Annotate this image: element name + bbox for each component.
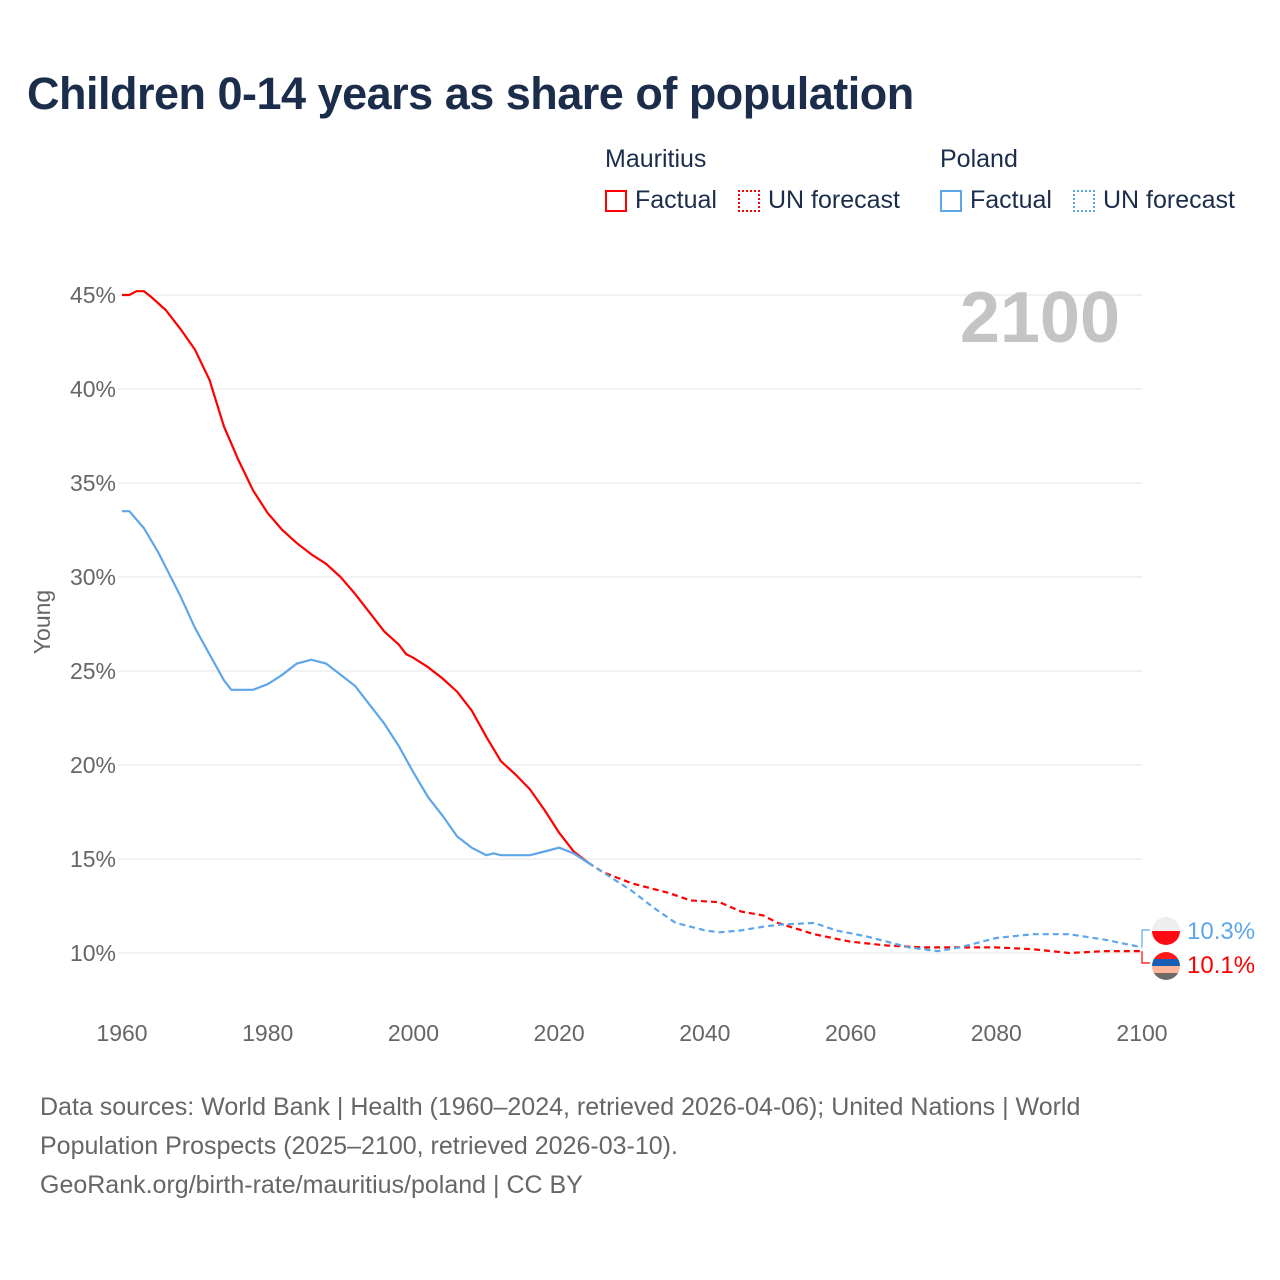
mauritius-forecast-line <box>587 861 1142 955</box>
legend-label: UN forecast <box>768 186 900 214</box>
y-tick-label: 45% <box>70 282 116 308</box>
y-tick-label: 40% <box>70 376 116 402</box>
flag-stripe <box>1152 917 1180 931</box>
flag-stripe <box>1152 931 1180 945</box>
y-tick-label: 30% <box>70 564 116 590</box>
x-tick-label: 1960 <box>96 1020 147 1046</box>
flag-stripe <box>1152 973 1180 980</box>
y-axis-label: Young <box>29 590 55 654</box>
x-tick-label: 2060 <box>825 1020 876 1046</box>
mauritius-factual-line <box>122 290 589 864</box>
x-tick-label: 2020 <box>534 1020 585 1046</box>
legend-group-mauritius: Mauritius <box>605 145 707 173</box>
source-text: Data sources: World Bank | Health (1960–… <box>40 1093 1081 1160</box>
poland-end-value: 10.3% <box>1187 918 1255 945</box>
poland-forecast-line <box>587 861 1143 953</box>
legend-label: UN forecast <box>1103 186 1235 214</box>
y-tick-label: 20% <box>70 752 116 778</box>
year-watermark: 2100 <box>960 278 1120 358</box>
flag-stripe <box>1152 959 1180 966</box>
flag-stripe <box>1152 952 1180 959</box>
legend-swatch <box>1073 189 1095 212</box>
x-tick-label: 2040 <box>679 1020 730 1046</box>
legend-swatch <box>940 189 962 212</box>
legend-poland-factual[interactable]: Factual <box>940 186 1052 215</box>
poland-factual-line <box>122 510 589 864</box>
legend-label: Factual <box>635 186 717 214</box>
y-tick-label: 10% <box>70 940 116 966</box>
x-tick-label: 1980 <box>242 1020 293 1046</box>
legend-label: Factual <box>970 186 1052 214</box>
mauritius-flag-icon <box>1152 952 1180 980</box>
mauritius-connector <box>1141 951 1150 964</box>
poland-flag-icon <box>1152 917 1180 945</box>
legend-swatch <box>738 189 760 212</box>
y-tick-label: 35% <box>70 470 116 496</box>
source-note: Data sources: World Bank | Health (1960–… <box>40 1088 1190 1205</box>
y-tick-label: 25% <box>70 658 116 684</box>
x-tick-label: 2100 <box>1116 1020 1167 1046</box>
source-link[interactable]: GeoRank.org/birth-rate/mauritius/poland … <box>40 1171 583 1199</box>
legend-mauritius-factual[interactable]: Factual <box>605 186 717 215</box>
mauritius-end-value: 10.1% <box>1187 952 1255 979</box>
legend-group-poland: Poland <box>940 145 1018 173</box>
flag-stripe <box>1152 966 1180 973</box>
legend-swatch <box>605 189 627 212</box>
legend-mauritius-forecast[interactable]: UN forecast <box>738 186 900 215</box>
x-tick-label: 2080 <box>971 1020 1022 1046</box>
y-tick-label: 15% <box>70 846 116 872</box>
legend-poland-forecast[interactable]: UN forecast <box>1073 186 1235 215</box>
chart-title: Children 0-14 years as share of populati… <box>27 68 914 119</box>
poland-connector <box>1141 929 1150 948</box>
x-tick-label: 2000 <box>388 1020 439 1046</box>
